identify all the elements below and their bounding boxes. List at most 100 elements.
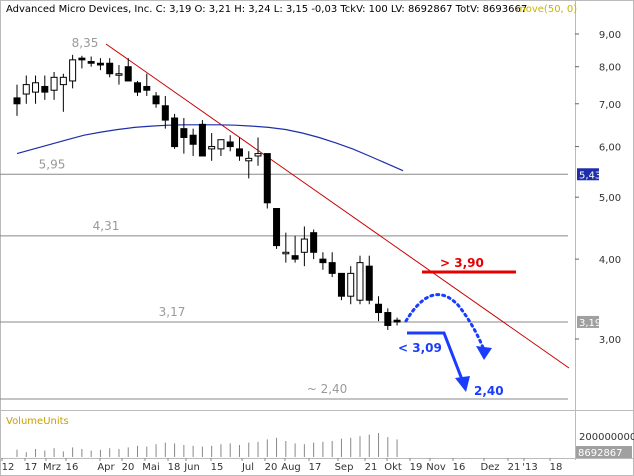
candle-body bbox=[245, 157, 253, 162]
candle bbox=[78, 55, 86, 69]
candle bbox=[291, 235, 299, 263]
candle-body bbox=[87, 61, 95, 64]
candle bbox=[96, 58, 104, 71]
support-break-arrowhead bbox=[455, 376, 470, 392]
x-tick-label: 17 bbox=[309, 462, 322, 473]
candle-body bbox=[13, 97, 21, 105]
support-level-label: 3,17 bbox=[159, 305, 186, 319]
candle-body bbox=[96, 62, 104, 66]
candle bbox=[124, 58, 132, 82]
candle bbox=[152, 92, 160, 108]
candle-body bbox=[319, 258, 327, 264]
volume-badge: 8692867 bbox=[576, 446, 632, 459]
x-tick-label: Jun bbox=[183, 462, 200, 473]
x-tick-label: Dez bbox=[480, 462, 499, 473]
candle bbox=[254, 137, 262, 166]
volume-badge-box bbox=[576, 446, 632, 458]
x-tick-label: 16 bbox=[66, 462, 79, 473]
x-tick-label: 20 bbox=[265, 462, 278, 473]
candle-body bbox=[300, 238, 308, 253]
candle-body bbox=[69, 59, 77, 82]
candle bbox=[198, 120, 206, 157]
candle-body bbox=[263, 153, 271, 204]
candle bbox=[22, 75, 30, 104]
candle-body bbox=[106, 62, 114, 75]
candle bbox=[282, 232, 290, 263]
support-level-label: 4,31 bbox=[93, 219, 120, 233]
candle-body bbox=[235, 148, 243, 157]
x-tick-label: Mai bbox=[142, 462, 160, 473]
candle bbox=[106, 58, 114, 78]
candle-body bbox=[347, 272, 355, 297]
candle-body bbox=[134, 82, 142, 93]
candle-body bbox=[59, 76, 67, 86]
candle bbox=[235, 137, 243, 161]
candle-body bbox=[393, 319, 401, 323]
candle-body bbox=[254, 153, 262, 157]
x-tick-label: Aug bbox=[281, 462, 301, 473]
x-tick-label: Jul bbox=[241, 462, 254, 473]
y-axis: 3,00 4,00 5,00 6,00 7,00 8,00 9,00 bbox=[575, 30, 621, 346]
candle bbox=[356, 255, 364, 305]
price-badge-text: 3,19 bbox=[579, 318, 601, 329]
moving-average-label: move(50, 0) bbox=[516, 4, 577, 15]
x-tick-label: 18 bbox=[168, 462, 181, 473]
support-level-label: 5,95 bbox=[39, 157, 66, 171]
candle-body bbox=[375, 303, 383, 314]
x-tick-label: 19 bbox=[410, 462, 423, 473]
candle bbox=[87, 56, 95, 67]
x-tick-label: 21 bbox=[365, 462, 378, 473]
support-level-label: ~ 2,40 bbox=[307, 382, 348, 396]
chart-header: Advanced Micro Devices, Inc. C: 3,19 O: … bbox=[6, 4, 527, 15]
candle-body bbox=[310, 232, 318, 253]
resistance-label: > 3,90 bbox=[440, 256, 484, 270]
downtrend-line bbox=[105, 43, 570, 369]
candle bbox=[32, 75, 40, 104]
candle-body bbox=[152, 95, 160, 105]
moving-average-line bbox=[16, 124, 404, 172]
target-label: 2,40 bbox=[474, 384, 504, 398]
projection-arrowhead bbox=[476, 346, 492, 360]
candle-body bbox=[180, 128, 188, 138]
candle bbox=[208, 133, 216, 161]
x-tick-label: Sep bbox=[335, 462, 354, 473]
candle bbox=[347, 266, 355, 305]
x-tick-label: 17 bbox=[25, 462, 38, 473]
candle-body bbox=[50, 76, 58, 91]
y-tick-label: 4,00 bbox=[599, 255, 621, 266]
projection-path bbox=[404, 293, 486, 352]
candle-body bbox=[365, 265, 373, 301]
candle bbox=[263, 153, 271, 209]
candle-body bbox=[189, 134, 197, 145]
candle bbox=[273, 208, 281, 249]
y-tick-label: 5,00 bbox=[599, 193, 621, 204]
horizontal-levels: 5,95 4,31 3,17 ~ 2,40 8,35 bbox=[0, 36, 568, 400]
candle bbox=[384, 308, 392, 330]
trendline bbox=[105, 43, 570, 369]
high-price-label: 8,35 bbox=[72, 36, 99, 50]
candle-body bbox=[41, 85, 49, 93]
x-tick-label: '13 bbox=[522, 462, 537, 473]
x-tick-label: Mrz bbox=[43, 462, 61, 473]
candle bbox=[134, 80, 142, 96]
volume-bars bbox=[16, 433, 398, 457]
price-badge-box bbox=[577, 315, 599, 328]
candle-body bbox=[115, 73, 123, 76]
candle bbox=[180, 118, 188, 154]
candle bbox=[41, 75, 49, 100]
y-tick-label: 7,00 bbox=[599, 100, 621, 111]
candle bbox=[50, 71, 58, 100]
y-tick-label: 9,00 bbox=[599, 30, 621, 41]
candle bbox=[300, 226, 308, 267]
candle-body bbox=[328, 262, 336, 274]
x-tick-label: 21 bbox=[508, 462, 521, 473]
price-badge-box bbox=[577, 168, 599, 181]
candle bbox=[319, 252, 327, 270]
candle-body bbox=[124, 66, 132, 82]
moving-average bbox=[16, 124, 404, 172]
candle bbox=[375, 296, 383, 322]
candle-body bbox=[208, 146, 216, 150]
candle bbox=[13, 84, 21, 116]
candles bbox=[13, 54, 401, 330]
